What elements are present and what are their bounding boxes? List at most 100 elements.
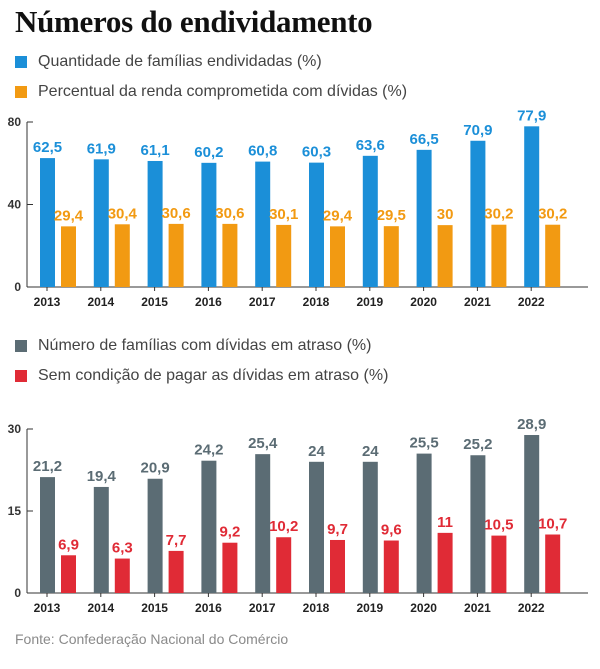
bar-secondary-2018 (330, 539, 345, 593)
data-label: 24 (362, 443, 379, 460)
data-label: 21,2 (33, 458, 62, 475)
x-tick-label: 2021 (464, 601, 491, 615)
y-tick-label: 80 (8, 115, 22, 129)
x-tick-label: 2022 (518, 295, 545, 309)
legend-item-familias-endividadas: Quantidade de famílias endividadas (%) (15, 47, 407, 77)
legend-item-dividas-atraso: Número de famílias com dívidas em atraso… (15, 331, 388, 361)
bar-primary-2020 (416, 453, 432, 593)
data-label: 29,4 (54, 207, 84, 224)
data-label: 30,6 (161, 205, 190, 222)
legend-swatch-gray (15, 340, 27, 352)
x-tick-label: 2016 (195, 295, 222, 309)
legend-label: Sem condição de pagar as dívidas em atra… (38, 367, 389, 384)
legend-label: Número de famílias com dívidas em atraso… (38, 337, 372, 354)
x-tick-label: 2013 (34, 295, 61, 309)
bar-secondary-2014 (114, 558, 130, 593)
data-label: 30,6 (215, 205, 244, 222)
x-tick-label: 2017 (249, 601, 276, 615)
data-label: 60,3 (302, 144, 331, 161)
data-label: 10,2 (269, 518, 298, 535)
x-tick-label: 2018 (303, 295, 330, 309)
legend-swatch-orange (15, 86, 27, 98)
bar-secondary-2019 (383, 540, 399, 593)
source-note: Fonte: Confederação Nacional do Comércio (15, 631, 289, 647)
x-tick-label: 2020 (410, 601, 437, 615)
bar-secondary-2016 (222, 542, 238, 593)
bar-secondary-2021 (491, 224, 507, 287)
bar-secondary-2017 (276, 537, 292, 593)
x-tick-label: 2015 (141, 295, 168, 309)
x-tick-label: 2021 (464, 295, 491, 309)
data-label: 60,8 (248, 143, 277, 160)
legend-item-renda-comprometida: Percentual da renda comprometida com dív… (15, 77, 407, 107)
data-label: 20,9 (140, 460, 169, 477)
data-label: 10,7 (538, 516, 567, 533)
x-tick-label: 2015 (141, 601, 168, 615)
x-tick-label: 2018 (303, 601, 330, 615)
data-label: 30,1 (269, 206, 298, 223)
data-label: 7,7 (166, 532, 187, 549)
bar-primary-2022 (524, 435, 540, 593)
y-tick-label: 15 (8, 504, 22, 518)
data-label: 24 (308, 443, 325, 460)
bar-primary-2019 (362, 155, 378, 287)
data-label: 6,9 (58, 536, 79, 553)
y-tick-label: 0 (14, 280, 21, 294)
bar-secondary-2014 (114, 224, 130, 287)
data-label: 9,7 (327, 521, 348, 538)
bar-secondary-2015 (168, 550, 184, 593)
legend-label: Percentual da renda comprometida com dív… (38, 83, 408, 100)
chart-endividamento: 0 40 80 62,5 29,4 2013 61,9 30,4 2014 61,1 30,6 201… (8, 107, 588, 309)
bar-primary-2013 (40, 477, 55, 593)
y-tick-label: 40 (8, 198, 22, 212)
data-label: 60,2 (194, 144, 223, 161)
bar-primary-2013 (40, 158, 55, 287)
x-tick-label: 2016 (195, 601, 222, 615)
bar-primary-2021 (470, 140, 486, 287)
data-label: 66,5 (409, 131, 438, 148)
bar-secondary-2022 (545, 534, 561, 593)
data-label: 29,4 (323, 207, 353, 224)
x-tick-label: 2022 (518, 601, 545, 615)
data-label: 62,5 (33, 139, 62, 156)
x-tick-label: 2014 (87, 295, 114, 309)
chart-atraso: 0 15 30 21,2 6,9 2013 19,4 6,3 2014 20,9 7,7 2015 24… (8, 418, 588, 615)
x-tick-label: 2017 (249, 295, 276, 309)
data-label: 25,2 (463, 436, 492, 453)
x-tick-label: 2014 (87, 601, 114, 615)
legend-top: Quantidade de famílias endividadas (%) P… (15, 47, 407, 107)
bar-secondary-2020 (437, 225, 453, 287)
bar-secondary-2022 (545, 224, 561, 287)
legend-label: Quantidade de famílias endividadas (%) (38, 53, 322, 70)
data-label: 70,9 (463, 122, 492, 139)
data-label: 11 (437, 514, 453, 531)
data-label: 29,5 (377, 207, 406, 224)
x-tick-label: 2013 (34, 601, 61, 615)
data-label: 30,2 (484, 206, 513, 223)
bar-primary-2021 (470, 455, 486, 593)
y-tick-label: 30 (8, 422, 22, 436)
x-tick-label: 2019 (356, 295, 383, 309)
bar-primary-2016 (201, 162, 217, 287)
data-label: 30,4 (108, 205, 138, 222)
bar-secondary-2019 (383, 226, 399, 287)
bar-secondary-2013 (61, 226, 76, 287)
data-label: 25,4 (248, 435, 278, 452)
bar-secondary-2020 (437, 532, 453, 593)
bar-primary-2020 (416, 149, 432, 287)
data-label: 9,2 (219, 524, 240, 541)
data-label: 19,4 (87, 468, 117, 485)
data-label: 77,9 (517, 107, 546, 124)
bar-primary-2014 (93, 486, 109, 593)
legend-item-sem-condicao: Sem condição de pagar as dívidas em atra… (15, 361, 388, 391)
bar-secondary-2018 (330, 226, 345, 287)
bar-secondary-2015 (168, 223, 184, 287)
y-tick-label: 0 (14, 586, 21, 600)
bar-primary-2022 (524, 126, 540, 287)
data-label: 24,2 (194, 442, 223, 459)
bar-primary-2019 (362, 461, 378, 593)
bar-primary-2016 (201, 460, 217, 593)
data-label: 30,2 (538, 206, 567, 223)
chart-title: Números do endividamento (15, 4, 373, 39)
bar-primary-2017 (255, 161, 271, 287)
